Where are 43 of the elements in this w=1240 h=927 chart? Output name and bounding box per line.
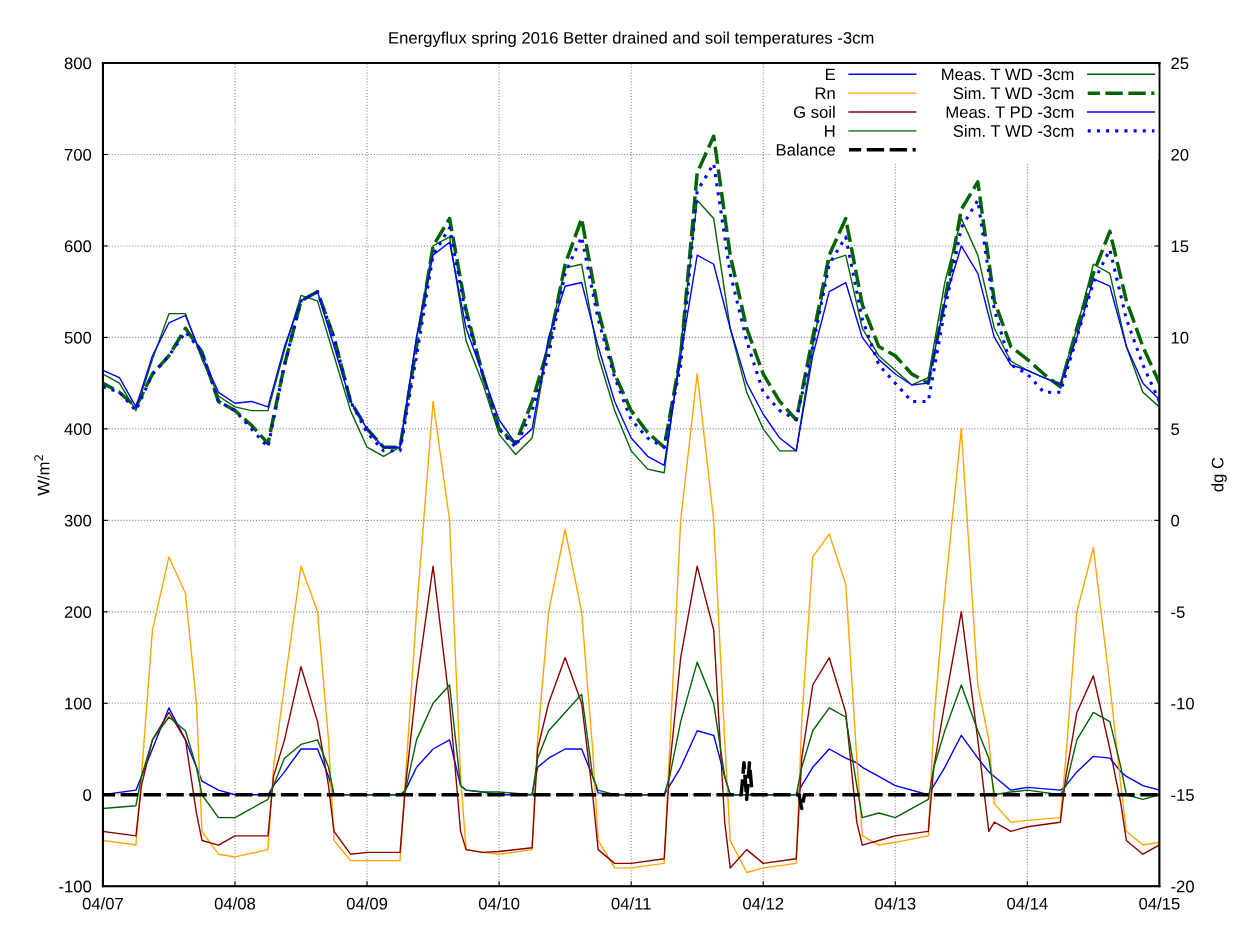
legend-label: Sim. T WD -3cm — [953, 86, 1074, 100]
legend-label: Sim. T WD -3cm — [953, 124, 1074, 137]
y-tick-label: 600 — [64, 240, 92, 253]
x-tick-label: 04/11 — [611, 897, 651, 910]
x-tick-label: 04/12 — [743, 897, 784, 910]
chart-title: Energyflux spring 2016 Better drained and soil temperatures -3cm — [389, 31, 874, 48]
x-tick-label: 04/07 — [82, 897, 123, 910]
y2-tick-label: 0 — [1171, 514, 1180, 527]
legend-label: H — [825, 125, 835, 137]
x-tick-label: 04/15 — [1139, 897, 1180, 910]
x-tick-label: 04/14 — [1007, 897, 1048, 910]
y-tick-label: 0 — [83, 789, 92, 801]
y2-tick-label: 25 — [1171, 57, 1189, 70]
y2-tick-label: -10 — [1171, 697, 1194, 710]
x-tick-label: 04/10 — [478, 897, 520, 910]
y2-axis-title: dg C — [1211, 457, 1227, 492]
legend-label: Meas. T PD -3cm — [946, 106, 1074, 119]
legend-label: Rn — [815, 87, 835, 99]
y-tick-label: 300 — [64, 514, 92, 527]
line-series — [102, 565, 1160, 869]
x-tick-label: 04/08 — [214, 897, 256, 910]
y2-tick-label: 15 — [1171, 240, 1189, 253]
legend-label: G soil — [793, 105, 835, 119]
y2-tick-label: -20 — [1171, 880, 1194, 893]
line-series — [102, 373, 1160, 874]
y2-tick-label: 20 — [1171, 148, 1189, 161]
x-tick-label: 04/09 — [346, 897, 388, 910]
y-tick-label: 400 — [64, 423, 92, 436]
y-tick-label: 500 — [64, 331, 92, 344]
y2-tick-label: -15 — [1171, 789, 1194, 801]
y2-tick-label: 5 — [1171, 423, 1180, 436]
y2-tick-label: 10 — [1171, 331, 1189, 344]
legend-label: Meas. T WD -3cm — [942, 68, 1074, 81]
y-axis-title: W/m$^{2}$ — [34, 455, 50, 496]
legend-label: E — [825, 68, 836, 81]
y-tick-label: 200 — [64, 606, 92, 619]
y2-tick-label: -5 — [1171, 606, 1185, 619]
y-tick-label: 800 — [64, 57, 92, 70]
y-tick-label: -100 — [59, 880, 92, 893]
y-tick-label: 700 — [64, 148, 92, 161]
x-tick-label: 04/13 — [875, 897, 916, 910]
y-tick-label: 100 — [65, 697, 92, 710]
legend-label: Balance — [776, 143, 835, 156]
